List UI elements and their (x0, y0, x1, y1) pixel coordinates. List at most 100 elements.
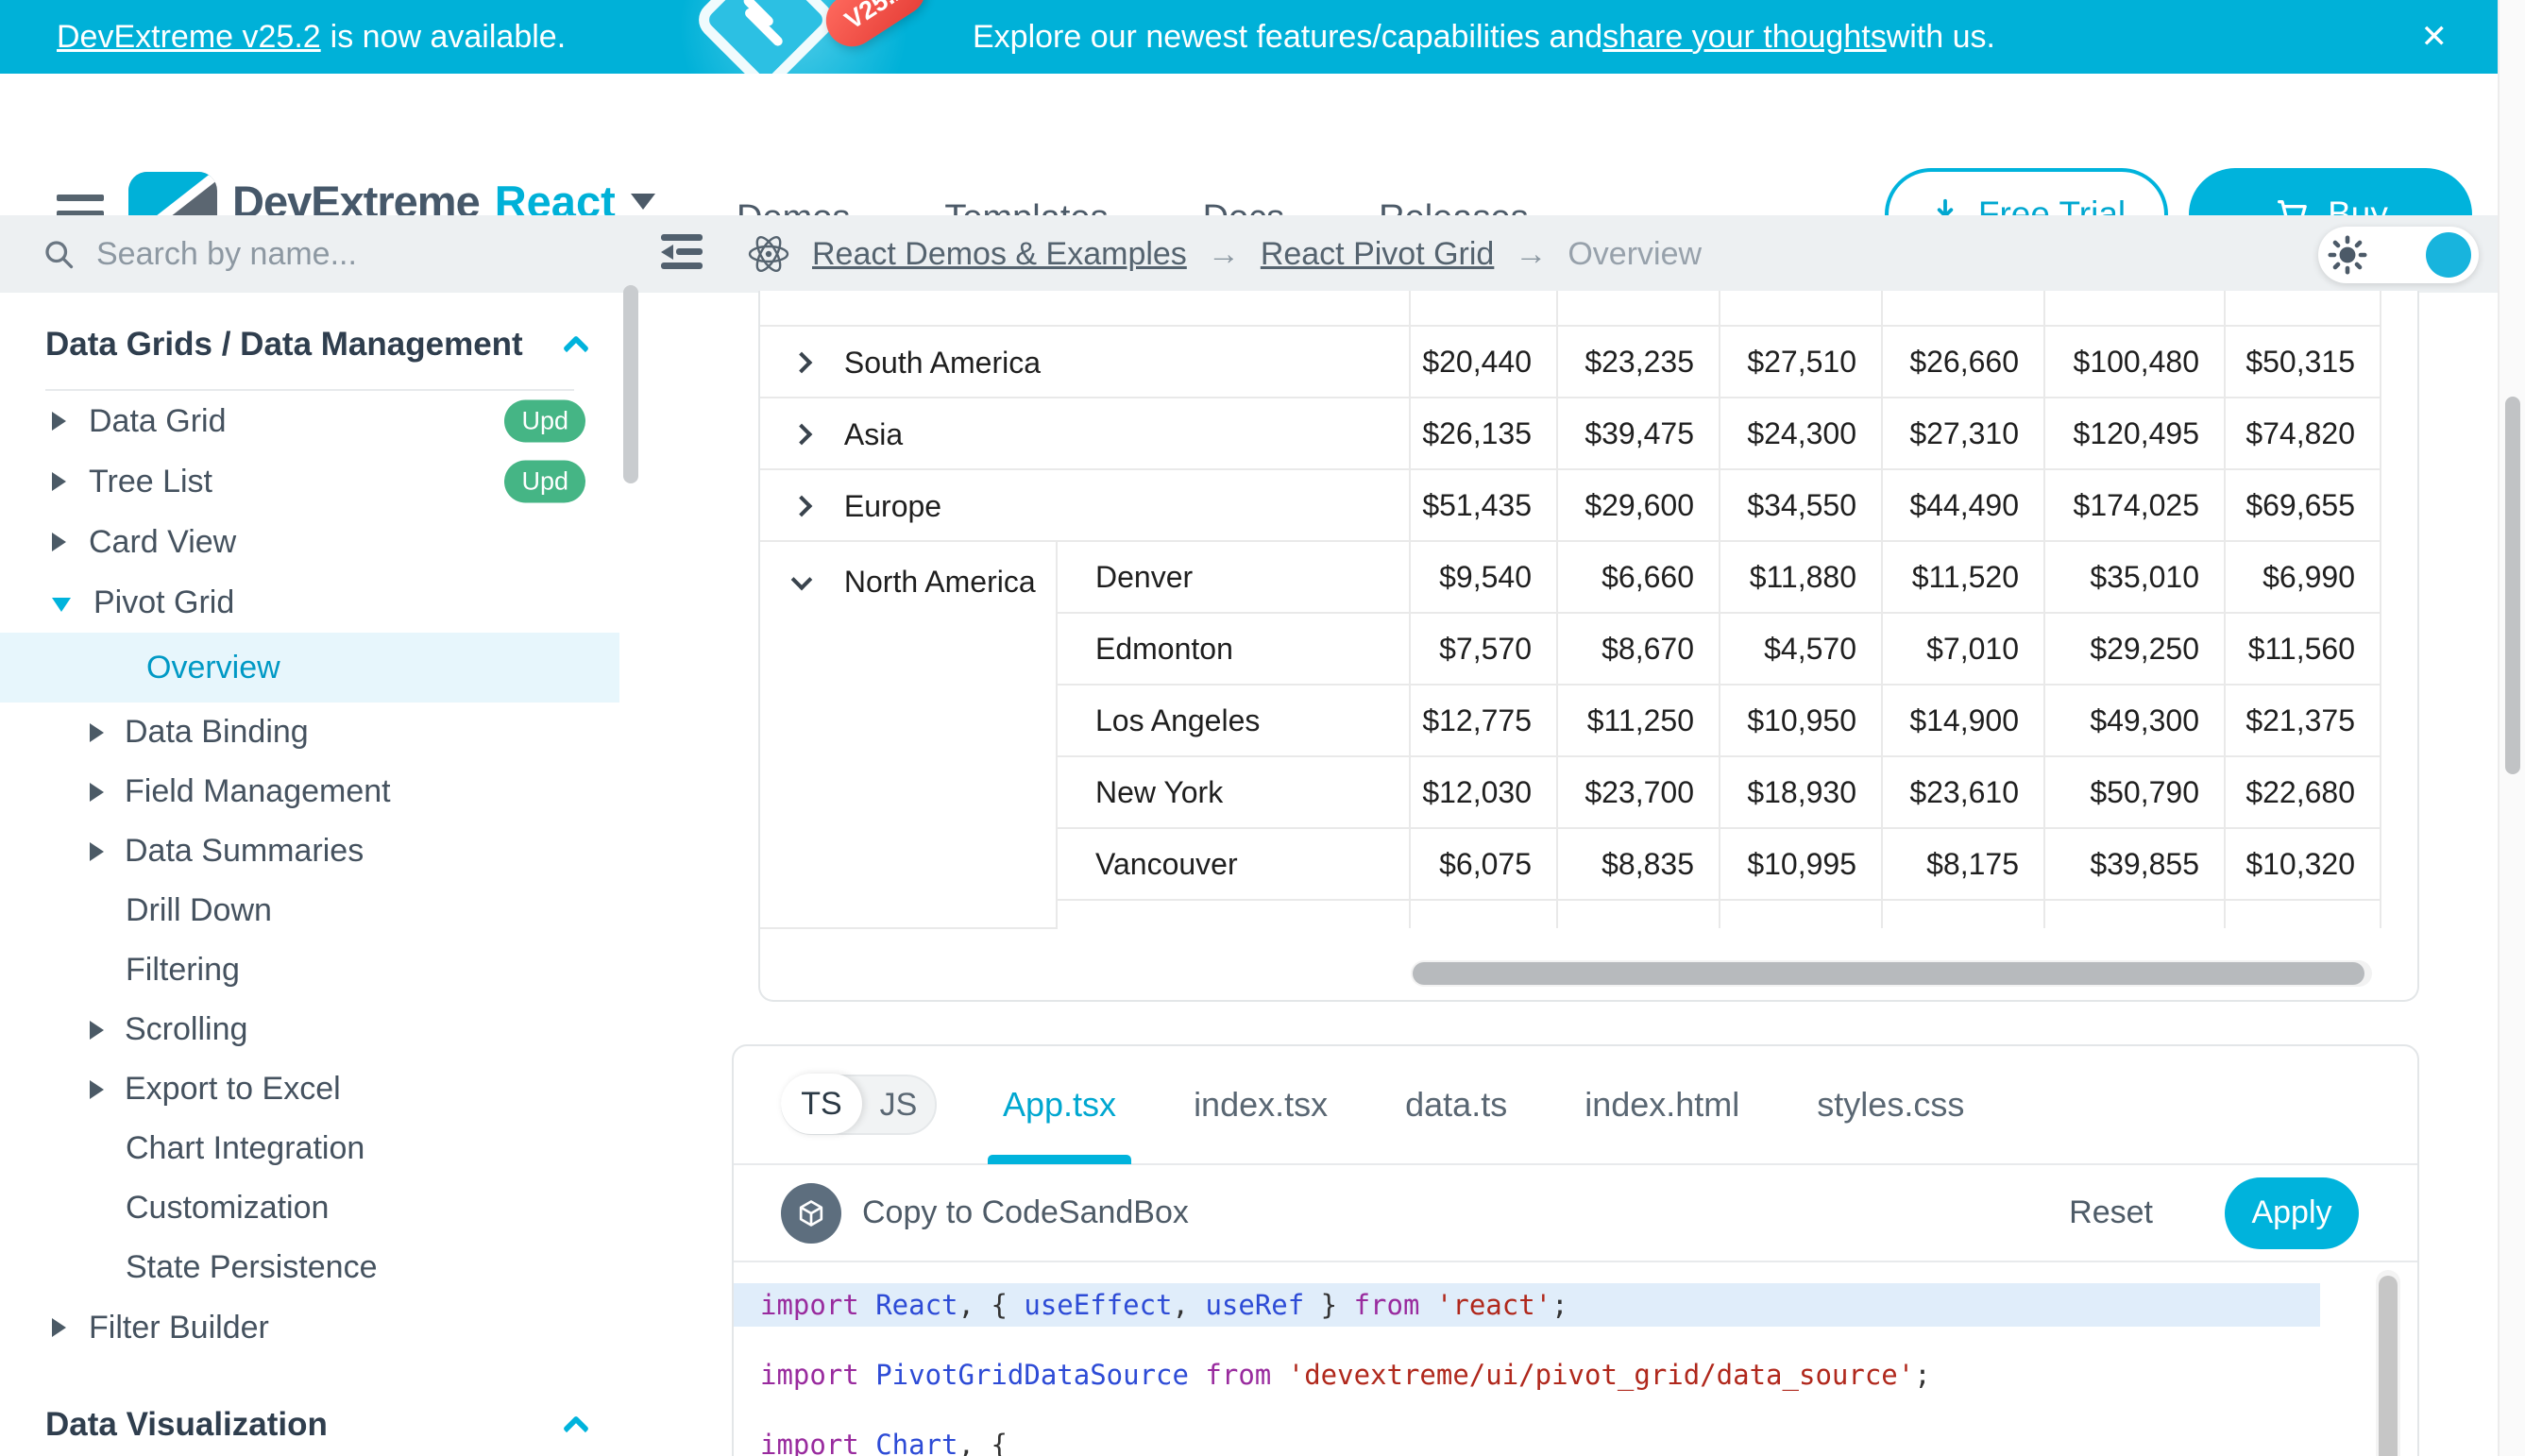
table-row-south-america: South America $20,440 $23,235 $27,510 $2… (759, 326, 2381, 398)
expand-arrow-icon (90, 783, 104, 802)
expand-row-icon[interactable] (791, 352, 813, 374)
expand-arrow-icon (90, 842, 104, 861)
banner-message-post: with us. (1887, 19, 1995, 56)
sidebar-item-filter-builder[interactable]: Filter Builder (0, 1297, 619, 1358)
chevron-up-icon (563, 335, 589, 362)
pivot-grid-demo: South America $20,440 $23,235 $27,510 $2… (758, 291, 2419, 1002)
sidebar-section-data-visualization[interactable]: Data Visualization (0, 1397, 619, 1452)
expand-arrow-icon (90, 1021, 104, 1040)
scrollbar-thumb[interactable] (1413, 962, 2364, 985)
toggle-option-js[interactable]: JS (862, 1087, 935, 1124)
breadcrumb: React Demos & Examples → React Pivot Gri… (746, 215, 1702, 293)
table-row-europe: Europe $51,435 $29,600 $34,550 $44,490 $… (759, 469, 2381, 541)
sidebar-item-data-binding[interactable]: Data Binding (0, 703, 619, 762)
site-header: JS DevExtreme React by DevExpress Demos … (0, 74, 2525, 215)
code-line-1: import React, { useEffect, useRef } from… (734, 1283, 2320, 1327)
sidebar-item-drill-down[interactable]: Drill Down (0, 881, 619, 940)
page-scrollbar[interactable] (2498, 0, 2525, 1456)
banner-announcement-text: is now available. (330, 19, 566, 56)
close-icon[interactable]: ✕ (2421, 0, 2449, 74)
breadcrumb-separator: → (1208, 236, 1240, 273)
page: DevExtreme v25.2 is now available. V25.2… (0, 0, 2525, 1456)
sun-icon (2326, 233, 2369, 277)
codesandbox-icon[interactable] (781, 1183, 841, 1244)
sidebar-item-pivot-grid[interactable]: Pivot Grid (0, 572, 619, 633)
sidebar-item-scrolling[interactable]: Scrolling (0, 1000, 619, 1059)
expand-arrow-icon (52, 533, 66, 551)
expand-arrow-icon (52, 1318, 66, 1337)
tab-styles-css[interactable]: styles.css (1809, 1045, 1972, 1164)
updated-badge: Upd (504, 400, 585, 443)
code-line-2: import PivotGridDataSource from 'devextr… (734, 1353, 2417, 1397)
tab-index-html[interactable]: index.html (1577, 1045, 1747, 1164)
expand-arrow-icon (90, 1080, 104, 1099)
expand-arrow-icon (52, 472, 66, 491)
code-panel: TS JS App.tsx index.tsx data.ts index.ht… (732, 1044, 2419, 1456)
sidebar-search[interactable] (0, 215, 619, 293)
collapse-sidebar-icon[interactable] (661, 234, 703, 272)
sidebar-item-chart-integration[interactable]: Chart Integration (0, 1119, 619, 1178)
scrollbar-thumb[interactable] (2379, 1276, 2398, 1456)
sidebar-item-data-grid[interactable]: Data Grid Upd (0, 391, 619, 451)
scrollbar-thumb[interactable] (2505, 397, 2520, 774)
breadcrumb-link-demos[interactable]: React Demos & Examples (812, 236, 1187, 273)
table-row-asia: Asia $26,135 $39,475 $24,300 $27,310 $12… (759, 398, 2381, 469)
region-cell-north-america: North America (759, 541, 1057, 928)
sidebar: Data Grids / Data Management Data Grid U… (0, 293, 619, 1456)
table-row-clipped (759, 291, 2381, 326)
sidebar-item-filtering[interactable]: Filtering (0, 940, 619, 1000)
sidebar-item-field-management[interactable]: Field Management (0, 762, 619, 821)
theme-toggle-knob (2426, 232, 2471, 278)
sidebar-scrollbar[interactable] (619, 293, 644, 1456)
banner-message: Explore our newest features/capabilities… (973, 0, 1995, 74)
language-toggle[interactable]: TS JS (781, 1075, 937, 1135)
sidebar-item-tree-list[interactable]: Tree List Upd (0, 451, 619, 512)
sidebar-item-customization[interactable]: Customization (0, 1178, 619, 1238)
tab-index-tsx[interactable]: index.tsx (1186, 1045, 1335, 1164)
horizontal-scrollbar[interactable] (1411, 960, 2372, 987)
chevron-up-icon (563, 1415, 589, 1442)
expand-arrow-icon (52, 412, 66, 431)
code-editor[interactable]: import React, { useEffect, useRef } from… (734, 1262, 2417, 1456)
expand-row-icon[interactable] (791, 424, 813, 446)
expand-row-icon[interactable] (791, 496, 813, 517)
banner-version-link[interactable]: DevExtreme v25.2 (57, 19, 321, 56)
updated-badge: Upd (504, 461, 585, 503)
banner-announcement: DevExtreme v25.2 is now available. (57, 0, 566, 74)
sidebar-item-overview[interactable]: Overview (0, 633, 619, 703)
file-tabs: App.tsx index.tsx data.ts index.html sty… (995, 1045, 2034, 1164)
section-title: Data Visualization (45, 1406, 328, 1444)
sidebar-item-card-view[interactable]: Card View (0, 512, 619, 572)
apply-button[interactable]: Apply (2225, 1177, 2359, 1249)
sidebar-item-data-summaries[interactable]: Data Summaries (0, 821, 619, 881)
share-thoughts-link[interactable]: share your thoughts (1602, 19, 1887, 56)
theme-toggle[interactable] (2318, 227, 2479, 283)
section-title: Data Grids / Data Management (45, 326, 523, 364)
search-icon (42, 237, 76, 271)
scrollbar-thumb[interactable] (623, 285, 638, 483)
expand-arrow-icon (90, 723, 104, 742)
collapse-row-icon[interactable] (791, 568, 813, 590)
breadcrumb-separator: → (1515, 236, 1547, 273)
code-tabs-row: TS JS App.tsx index.tsx data.ts index.ht… (734, 1046, 2417, 1165)
tab-app-tsx[interactable]: App.tsx (995, 1045, 1124, 1164)
sidebar-item-export-to-excel[interactable]: Export to Excel (0, 1059, 619, 1119)
search-input[interactable] (96, 236, 550, 273)
toggle-option-ts[interactable]: TS (781, 1074, 862, 1134)
copy-to-codesandbox-label[interactable]: Copy to CodeSandBox (862, 1194, 1189, 1231)
sidebar-section-data-grids[interactable]: Data Grids / Data Management (0, 317, 619, 372)
code-scrollbar[interactable] (2376, 1270, 2400, 1456)
banner-message-pre: Explore our newest features/capabilities… (973, 19, 1602, 56)
toolbar-strip: React Demos & Examples → React Pivot Gri… (0, 215, 2498, 293)
breadcrumb-link-pivot-grid[interactable]: React Pivot Grid (1261, 236, 1495, 273)
tab-data-ts[interactable]: data.ts (1398, 1045, 1515, 1164)
sidebar-item-state-persistence[interactable]: State Persistence (0, 1238, 619, 1297)
collapse-arrow-icon (52, 598, 71, 612)
reset-button[interactable]: Reset (2069, 1194, 2153, 1231)
chevron-down-icon[interactable] (631, 194, 655, 210)
code-toolbar: Copy to CodeSandBox Reset Apply (734, 1165, 2417, 1262)
pivot-grid-table: South America $20,440 $23,235 $27,510 $2… (758, 291, 2381, 929)
code-line-3: import Chart, { (734, 1423, 2417, 1456)
table-row-denver: North America Denver $9,540 $6,660 $11,8… (759, 541, 2381, 613)
react-logo-icon (746, 231, 791, 277)
